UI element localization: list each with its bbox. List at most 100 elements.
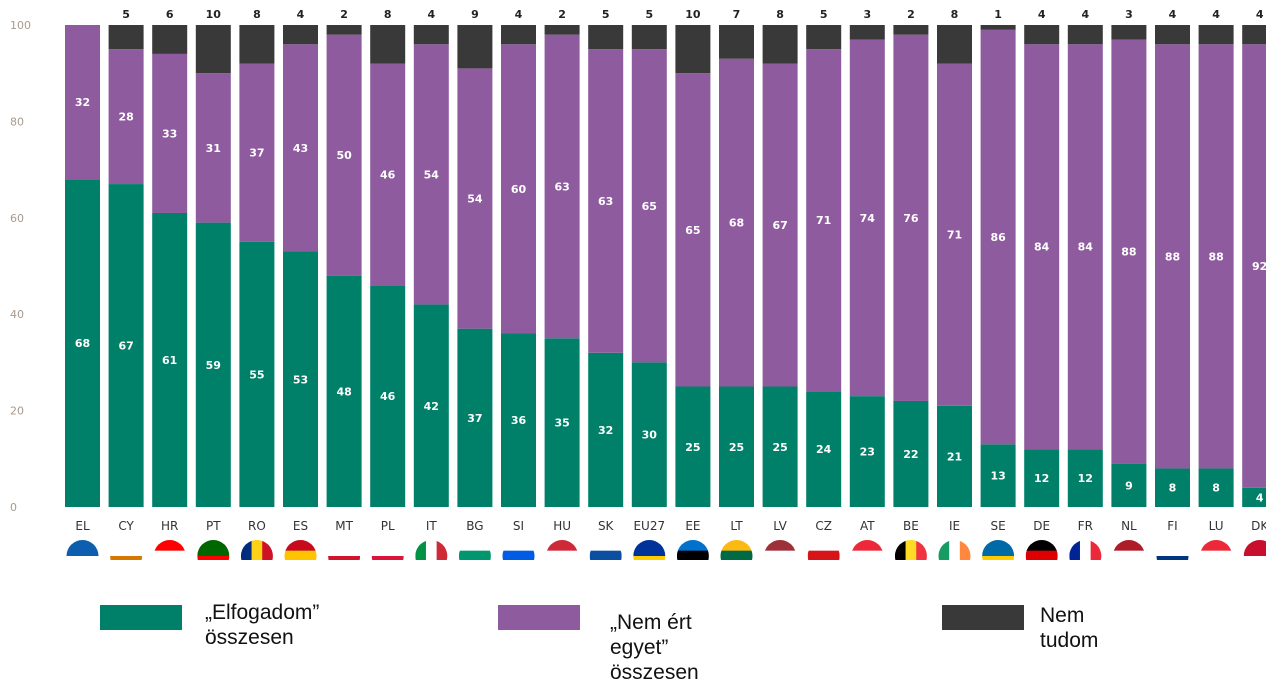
- bar-agree: [152, 212, 188, 508]
- legend-label-dontknow: Nem tudom: [1040, 604, 1099, 652]
- dontknow-value-label: 4: [1169, 8, 1177, 21]
- bar-dontknow: [239, 25, 275, 64]
- disagree-value-label: 32: [75, 96, 90, 109]
- y-tick-label: 60: [10, 212, 24, 225]
- flag-stripe: [720, 540, 753, 552]
- flag-stripe: [982, 556, 1015, 560]
- bar-dontknow: [326, 25, 362, 35]
- country-label: SK: [598, 519, 615, 533]
- dontknow-value-label: 6: [166, 8, 174, 21]
- flag-ro-icon: [240, 540, 273, 560]
- bar-disagree: [239, 63, 275, 242]
- bar-disagree: [457, 68, 493, 329]
- y-tick-label: 100: [10, 19, 31, 32]
- country-label: DK: [1251, 519, 1266, 533]
- bar-disagree: [1155, 44, 1190, 469]
- y-tick-label: 0: [10, 501, 17, 514]
- bar-dontknow: [1155, 25, 1190, 45]
- flag-sk-icon: [589, 540, 622, 560]
- flag-dk-icon: [1243, 540, 1266, 560]
- flag-bg-icon: [458, 540, 491, 560]
- disagree-value-label: 88: [1165, 250, 1180, 263]
- bar-agree: [1242, 487, 1266, 507]
- bar-disagree: [980, 29, 1016, 445]
- flag-stripe: [1200, 550, 1233, 560]
- flag-stripe: [546, 540, 579, 552]
- bar-agree: [370, 285, 406, 507]
- dontknow-value-label: 2: [558, 8, 566, 21]
- country-label: CZ: [815, 519, 832, 533]
- flag-lt-icon: [720, 540, 753, 560]
- country-label: EL: [75, 519, 90, 533]
- y-tick-label: 20: [10, 405, 24, 418]
- bar-dontknow: [893, 25, 929, 35]
- bar-agree: [326, 275, 362, 507]
- bar-agree: [195, 222, 231, 507]
- dontknow-value-label: 4: [1256, 8, 1264, 21]
- bar-dontknow: [283, 25, 318, 45]
- bar-disagree: [413, 44, 449, 305]
- flag-stripe: [1025, 550, 1058, 560]
- country-label: CY: [118, 519, 134, 533]
- flag-stripe: [905, 540, 917, 560]
- agree-value-label: 35: [554, 417, 569, 430]
- country-label: PT: [206, 519, 221, 533]
- agree-value-label: 4: [1256, 491, 1264, 504]
- dontknow-value-label: 4: [1038, 8, 1046, 21]
- dontknow-value-label: 3: [863, 8, 871, 21]
- dontknow-value-label: 2: [907, 8, 915, 21]
- flag-stripe: [425, 540, 438, 560]
- bar-disagree: [849, 39, 885, 397]
- disagree-value-label: 28: [118, 111, 133, 124]
- disagree-value-label: 43: [293, 142, 308, 155]
- country-label: SE: [990, 519, 1005, 533]
- flag-stripe: [851, 540, 884, 552]
- country-label: NL: [1121, 519, 1137, 533]
- flag-stripe: [1069, 540, 1081, 560]
- flag-fi-icon: [1156, 540, 1189, 560]
- bar-agree: [1198, 468, 1234, 507]
- flag-se-icon: [982, 540, 1015, 560]
- flag-eu27-icon: [633, 540, 666, 560]
- bar-agree: [893, 400, 929, 507]
- agree-value-label: 12: [1034, 472, 1049, 485]
- flag-stripe: [949, 540, 961, 560]
- agree-value-label: 13: [990, 470, 1005, 483]
- agree-value-label: 22: [903, 448, 918, 461]
- flag-stripe: [66, 556, 99, 560]
- bar-dontknow: [152, 25, 188, 54]
- flag-lu-icon: [1200, 540, 1233, 560]
- flag-lv-icon: [764, 540, 797, 560]
- bar-disagree: [1024, 44, 1060, 450]
- flag-stripe: [764, 540, 797, 552]
- agree-value-label: 25: [772, 441, 787, 454]
- disagree-value-label: 37: [249, 147, 264, 160]
- country-label: BG: [466, 519, 483, 533]
- flag-stripe: [240, 540, 253, 560]
- flag-stripe: [436, 540, 448, 560]
- disagree-value-label: 74: [860, 212, 876, 225]
- flag-pt-icon: [197, 540, 230, 560]
- agree-value-label: 42: [424, 400, 439, 413]
- country-label: PL: [381, 519, 395, 533]
- legend-swatch-dontknow: [942, 605, 1024, 630]
- dontknow-value-label: 5: [820, 8, 828, 21]
- flag-stripe: [916, 540, 927, 560]
- bar-agree: [239, 241, 275, 507]
- flag-stripe: [720, 550, 753, 560]
- bar-dontknow: [501, 25, 536, 45]
- country-label: IT: [426, 519, 438, 533]
- flag-stripe: [982, 540, 1015, 557]
- bar-agree: [65, 179, 100, 508]
- bar-disagree: [631, 49, 667, 363]
- flag-nl-icon: [1112, 540, 1145, 560]
- bar-dontknow: [980, 25, 1016, 30]
- disagree-value-label: 60: [511, 183, 527, 196]
- flag-mt-icon: [328, 540, 361, 560]
- bar-dontknow: [588, 25, 624, 50]
- flag-stripe: [284, 550, 317, 560]
- legend-label-agree: „Elfogadom” összesen: [205, 601, 320, 649]
- bar-dontknow: [413, 25, 449, 45]
- bar-disagree: [370, 63, 406, 286]
- bar-disagree: [806, 49, 842, 392]
